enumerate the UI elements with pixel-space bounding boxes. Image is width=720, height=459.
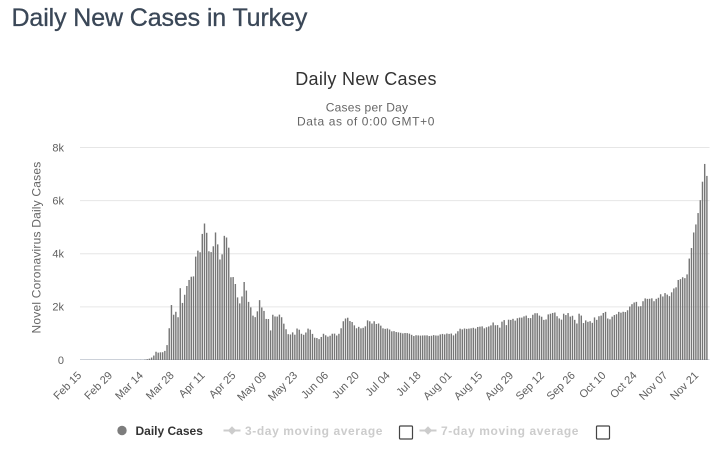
svg-text:8k: 8k [52,142,64,154]
svg-text:Aug 15: Aug 15 [452,370,485,403]
svg-text:Jun 06: Jun 06 [299,370,331,402]
svg-text:Cases per Day: Cases per Day [326,100,409,114]
svg-text:Aug 01: Aug 01 [421,370,454,403]
svg-text:May 23: May 23 [266,370,300,404]
svg-text:Daily Cases: Daily Cases [136,424,204,438]
svg-text:Apr 11: Apr 11 [177,370,208,401]
svg-text:4k: 4k [52,249,64,261]
svg-text:Sep 12: Sep 12 [514,370,547,403]
svg-text:Daily New Cases: Daily New Cases [295,69,437,89]
svg-text:0: 0 [58,355,64,367]
svg-text:Data as of 0:00 GMT+0: Data as of 0:00 GMT+0 [297,114,435,128]
svg-text:Novel Coronavirus Daily Cases: Novel Coronavirus Daily Cases [30,162,44,334]
svg-text:May 09: May 09 [235,370,269,404]
svg-text:Jul 18: Jul 18 [394,370,423,399]
svg-text:Oct 10: Oct 10 [577,370,608,401]
svg-text:Sep 26: Sep 26 [545,370,578,403]
svg-text:6k: 6k [52,195,64,207]
svg-text:Nov 21: Nov 21 [668,370,701,403]
svg-text:Mar 28: Mar 28 [144,370,177,403]
svg-text:7-day moving average: 7-day moving average [441,424,579,438]
svg-text:Feb 29: Feb 29 [82,370,115,403]
svg-text:Apr 25: Apr 25 [207,370,238,401]
svg-text:Jul 04: Jul 04 [363,370,392,399]
svg-text:Mar 14: Mar 14 [113,370,146,403]
svg-text:Feb 15: Feb 15 [52,370,85,403]
svg-text:Oct 24: Oct 24 [608,370,639,401]
svg-text:2k: 2k [52,302,64,314]
svg-text:3-day moving average: 3-day moving average [245,424,383,438]
svg-text:Nov 07: Nov 07 [637,370,670,403]
svg-text:Jun 20: Jun 20 [330,370,362,402]
svg-text:Aug 29: Aug 29 [483,370,516,403]
